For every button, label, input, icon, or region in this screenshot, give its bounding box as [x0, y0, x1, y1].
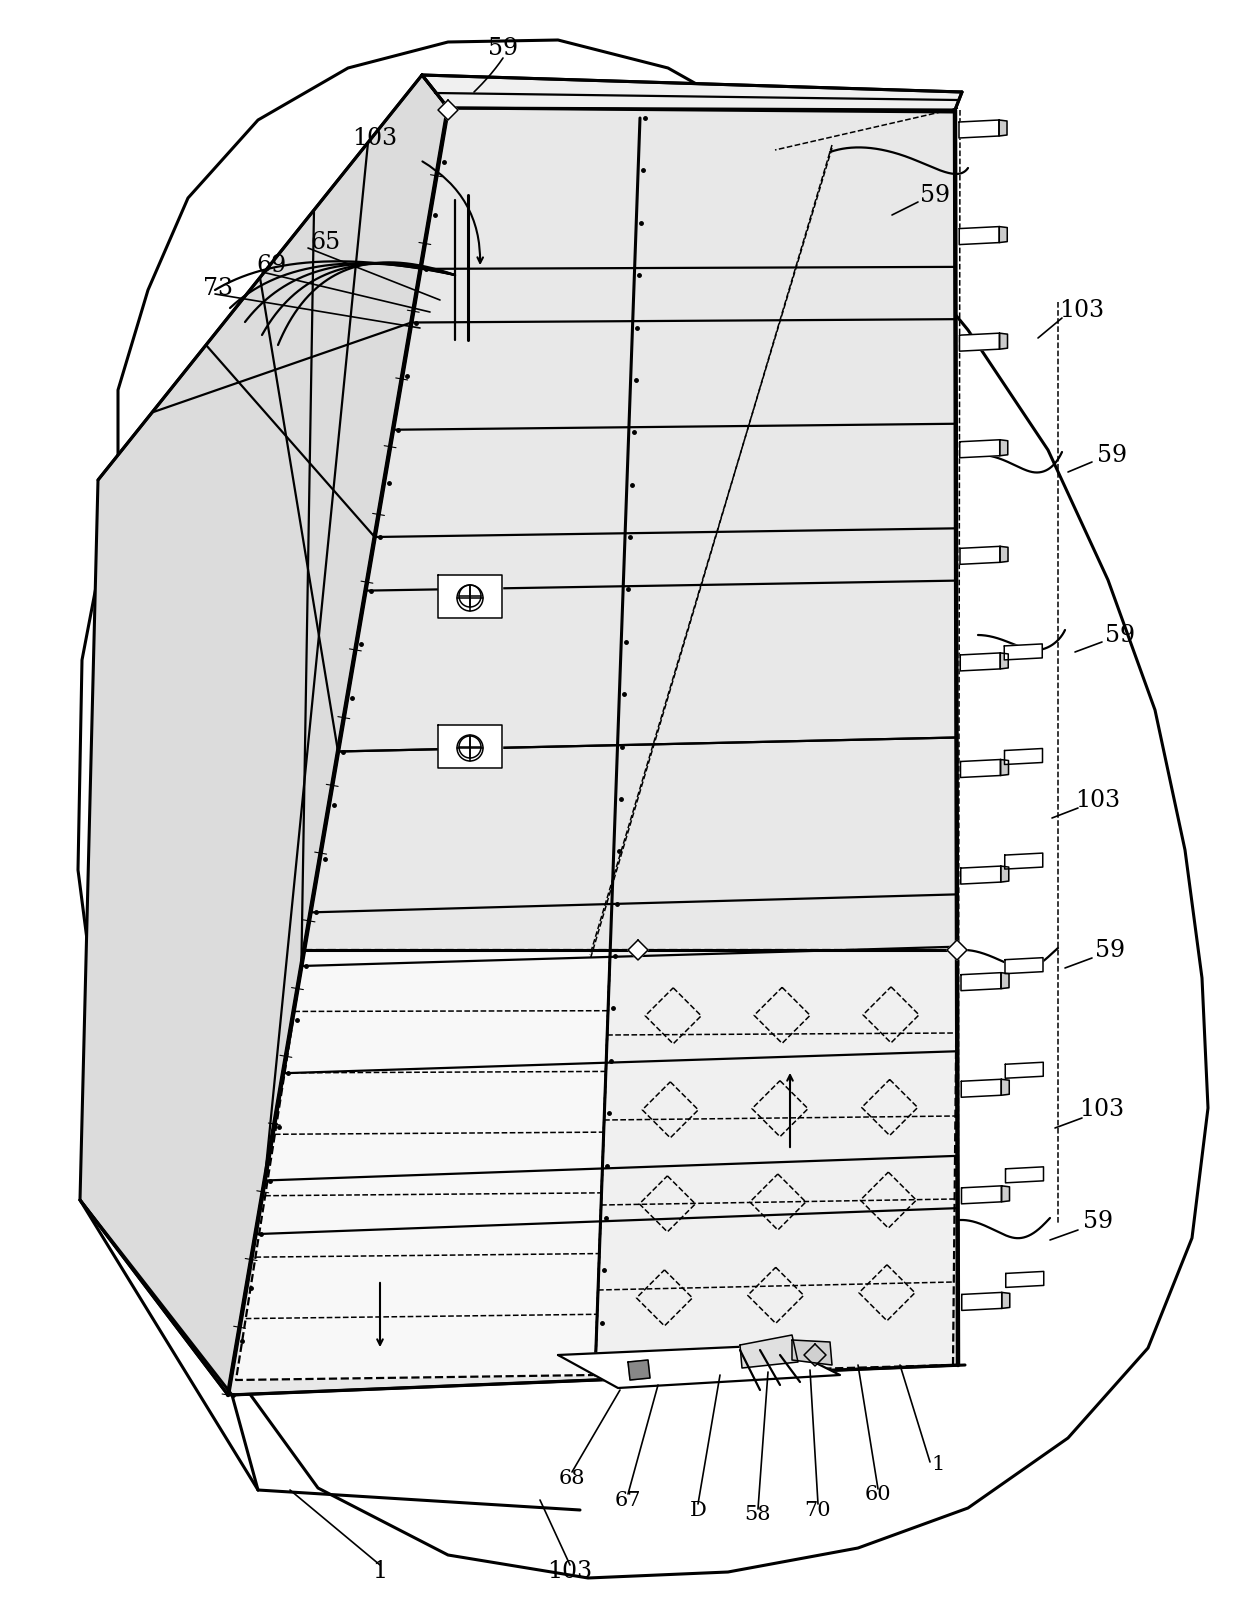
Text: 103: 103 [1075, 789, 1121, 811]
Polygon shape [960, 333, 999, 351]
Polygon shape [1004, 644, 1043, 660]
Polygon shape [236, 951, 610, 1380]
Polygon shape [960, 652, 1001, 672]
Polygon shape [1001, 1079, 1009, 1095]
Text: 59: 59 [1105, 624, 1135, 646]
Text: 103: 103 [352, 127, 398, 149]
Polygon shape [1004, 957, 1043, 973]
Polygon shape [960, 226, 999, 245]
Polygon shape [627, 939, 649, 960]
Polygon shape [961, 1079, 1001, 1096]
Polygon shape [1002, 1186, 1009, 1202]
Text: D: D [689, 1500, 707, 1520]
Text: 68: 68 [559, 1468, 585, 1488]
Polygon shape [740, 1335, 799, 1367]
Polygon shape [804, 1343, 826, 1366]
Polygon shape [1002, 1292, 1009, 1308]
Text: 70: 70 [805, 1500, 831, 1520]
Polygon shape [558, 1345, 839, 1388]
Polygon shape [1001, 652, 1008, 668]
Text: 1: 1 [372, 1560, 388, 1584]
Text: 58: 58 [745, 1505, 771, 1524]
Text: 59: 59 [920, 183, 950, 207]
Polygon shape [1001, 866, 1009, 882]
Text: 67: 67 [615, 1491, 641, 1510]
Polygon shape [438, 725, 502, 768]
Polygon shape [999, 226, 1007, 242]
Polygon shape [81, 75, 448, 1395]
Polygon shape [78, 40, 1208, 1577]
Text: 73: 73 [203, 276, 233, 300]
Polygon shape [1001, 760, 1008, 776]
Polygon shape [961, 973, 1001, 991]
Polygon shape [999, 547, 1008, 563]
Polygon shape [228, 107, 959, 1395]
Text: 59: 59 [487, 37, 518, 59]
Text: 65: 65 [310, 231, 340, 253]
Polygon shape [1006, 1063, 1043, 1079]
Polygon shape [960, 439, 999, 458]
Polygon shape [627, 1359, 650, 1380]
Text: 59: 59 [1097, 444, 1127, 466]
Polygon shape [962, 1292, 1002, 1310]
Polygon shape [1006, 1271, 1044, 1287]
Text: 103: 103 [1080, 1098, 1125, 1122]
Polygon shape [792, 1340, 832, 1366]
Text: 59: 59 [1095, 938, 1125, 962]
Polygon shape [961, 760, 1001, 777]
Text: 69: 69 [257, 253, 288, 276]
Polygon shape [959, 120, 999, 138]
Polygon shape [961, 1186, 1002, 1204]
Text: 59: 59 [1083, 1210, 1114, 1233]
Polygon shape [595, 951, 957, 1375]
Polygon shape [422, 75, 962, 111]
Polygon shape [947, 939, 967, 960]
Text: 1: 1 [931, 1456, 945, 1475]
Polygon shape [438, 99, 458, 120]
Polygon shape [999, 439, 1008, 455]
Text: 103: 103 [547, 1560, 593, 1584]
Polygon shape [1006, 1167, 1044, 1183]
Polygon shape [1004, 749, 1043, 765]
Polygon shape [960, 547, 999, 564]
Text: 103: 103 [1059, 298, 1105, 322]
Polygon shape [438, 575, 502, 619]
Polygon shape [1004, 853, 1043, 869]
Polygon shape [999, 333, 1007, 349]
Polygon shape [961, 866, 1001, 885]
Polygon shape [1001, 973, 1009, 989]
Polygon shape [999, 120, 1007, 136]
Text: 60: 60 [864, 1486, 892, 1505]
